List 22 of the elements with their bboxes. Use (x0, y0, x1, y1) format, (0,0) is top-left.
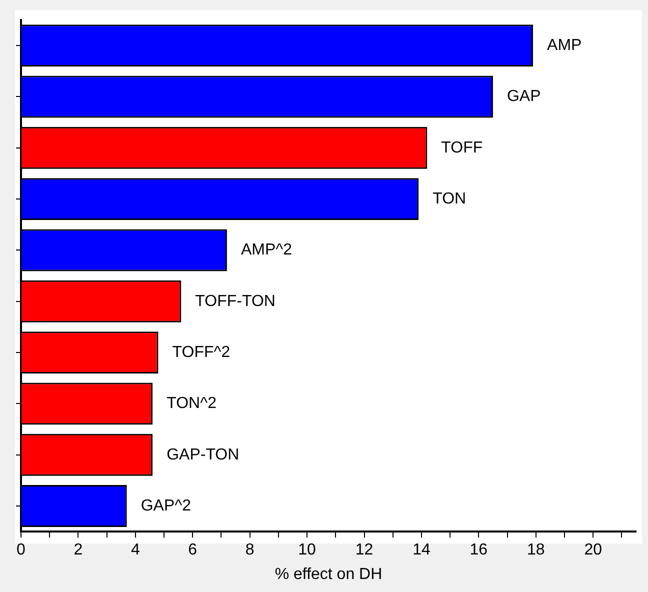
y-tick-label: TOFF^2 (172, 344, 230, 361)
x-tick-label: 18 (526, 542, 545, 559)
x-tick-label: 2 (74, 542, 83, 559)
y-tick-label: TON^2 (166, 395, 217, 412)
y-tick-label: GAP^2 (140, 497, 192, 514)
x-tick-label: 0 (16, 542, 26, 559)
x-tick-label: 10 (298, 542, 316, 559)
y-tick-label: GAP (506, 88, 541, 106)
y-tick-label: AMP (547, 36, 582, 54)
x-tick-label: 8 (245, 542, 254, 559)
x-axis-title: % effect on DH (274, 566, 382, 583)
x-tick-label: 20 (584, 542, 602, 559)
x-tick-label: 6 (188, 542, 198, 559)
x-tick-label: 14 (412, 542, 430, 559)
y-tick-label: TON (432, 190, 466, 208)
y-tick-label: GAP-TON (166, 446, 240, 464)
x-tick-label: 12 (355, 542, 374, 559)
y-tick-label: TOFF (441, 139, 483, 156)
x-tick-label: 4 (130, 542, 140, 559)
x-tick-label: 16 (470, 542, 488, 559)
y-tick-label: AMP^2 (240, 242, 292, 259)
y-tick-label: TOFF-TON (195, 292, 276, 310)
